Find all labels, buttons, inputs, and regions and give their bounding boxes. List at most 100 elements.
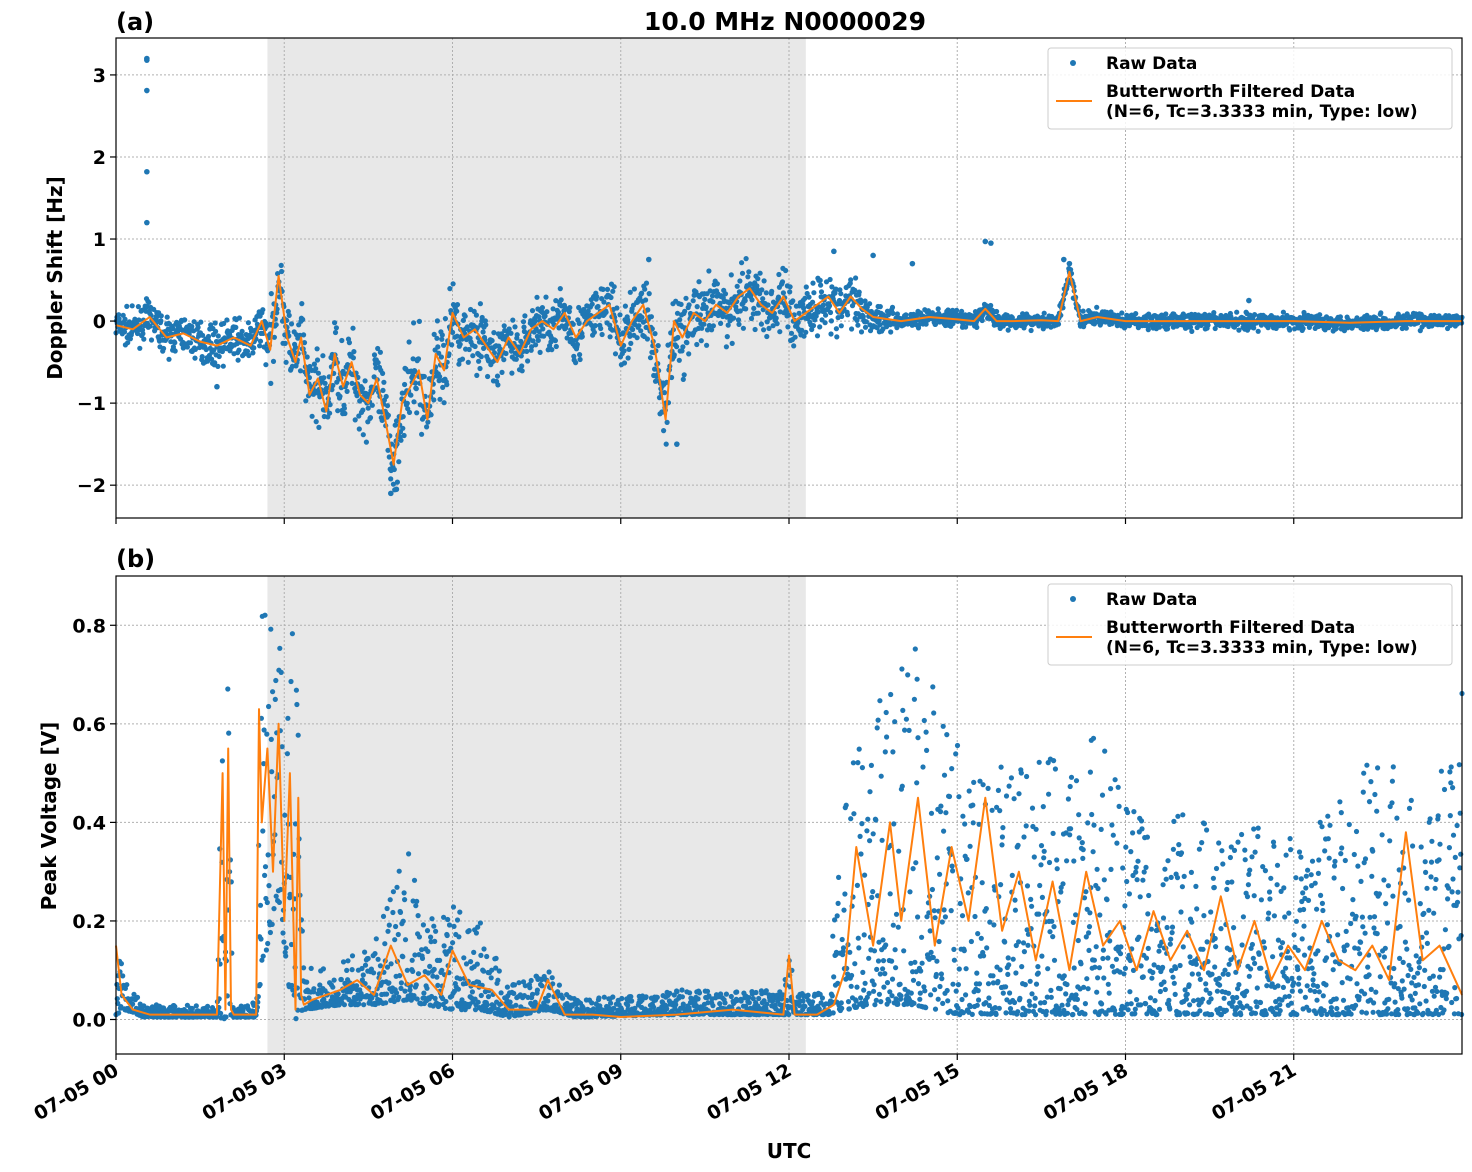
raw-data-point	[867, 838, 873, 844]
raw-data-point	[948, 908, 954, 914]
raw-data-point	[946, 793, 953, 800]
raw-data-point	[722, 1000, 728, 1006]
raw-data-point	[970, 820, 976, 826]
raw-data-point	[882, 971, 888, 977]
raw-data-point	[1004, 312, 1010, 318]
raw-data-point	[513, 1002, 519, 1008]
raw-data-point	[941, 907, 947, 913]
raw-data-point	[440, 384, 446, 390]
raw-data-point	[356, 1001, 362, 1007]
raw-data-point	[396, 868, 402, 874]
raw-data-point	[158, 313, 164, 319]
raw-data-point	[285, 308, 291, 315]
raw-data-point	[322, 380, 328, 386]
raw-data-point	[354, 983, 360, 989]
raw-data-point	[257, 981, 263, 988]
raw-data-point	[407, 987, 413, 993]
raw-data-point	[124, 303, 130, 309]
raw-data-point	[532, 318, 538, 324]
raw-data-point	[223, 1014, 229, 1020]
raw-data-point	[929, 886, 936, 893]
raw-data-point	[610, 994, 616, 1000]
raw-data-point	[386, 922, 392, 928]
raw-data-point	[761, 327, 767, 333]
raw-data-point	[932, 321, 939, 327]
raw-data-point	[852, 287, 858, 293]
raw-data-point	[146, 299, 152, 305]
raw-data-point	[174, 319, 180, 325]
raw-data-point	[681, 372, 687, 378]
raw-data-point	[288, 941, 295, 948]
raw-data-point	[212, 360, 218, 366]
raw-data-point	[863, 319, 870, 325]
raw-data-point	[529, 344, 535, 350]
raw-data-point	[859, 821, 865, 827]
raw-data-point	[449, 342, 455, 348]
raw-data-point	[286, 312, 292, 318]
raw-data-point	[827, 303, 833, 309]
raw-data-point	[354, 393, 360, 399]
raw-data-point	[135, 304, 141, 310]
raw-data-point	[661, 390, 668, 396]
raw-data-point	[608, 1000, 614, 1006]
raw-data-point	[384, 964, 391, 970]
raw-data-point	[777, 329, 783, 335]
raw-data-point	[273, 677, 279, 684]
raw-data-point	[129, 303, 135, 309]
raw-data-point	[956, 794, 962, 800]
raw-data-point	[876, 939, 882, 945]
raw-data-point	[131, 991, 137, 997]
raw-data-point	[914, 676, 920, 682]
raw-data-point	[906, 727, 912, 734]
raw-data-point	[428, 934, 434, 940]
raw-data-point	[674, 344, 680, 350]
raw-data-point	[878, 999, 884, 1005]
raw-data-point	[864, 994, 870, 1000]
raw-data-point	[382, 941, 388, 947]
raw-data-point	[465, 359, 471, 365]
raw-data-point	[549, 347, 555, 353]
raw-data-point	[144, 168, 150, 175]
raw-data-point	[917, 990, 923, 996]
raw-data-point	[537, 349, 543, 355]
raw-data-point	[645, 307, 651, 313]
raw-data-point	[764, 1001, 770, 1007]
raw-data-point	[831, 248, 837, 255]
raw-data-point	[315, 370, 321, 376]
raw-data-point	[338, 976, 344, 983]
raw-data-point	[415, 913, 421, 919]
raw-data-point	[971, 779, 977, 786]
raw-data-point	[282, 340, 288, 346]
raw-data-point	[416, 318, 422, 324]
panel-a-y-axis-label: Doppler Shift [Hz]	[43, 176, 67, 380]
raw-data-point	[391, 994, 397, 1000]
raw-data-point	[687, 990, 693, 996]
raw-data-point	[556, 982, 563, 988]
raw-data-point	[257, 338, 264, 344]
raw-data-point	[259, 957, 265, 963]
raw-data-point	[411, 320, 417, 326]
raw-data-point	[933, 971, 940, 978]
raw-data-point	[477, 365, 483, 372]
raw-data-point	[594, 294, 600, 300]
raw-data-point	[950, 868, 956, 874]
raw-data-point	[436, 350, 442, 356]
raw-data-point	[416, 934, 422, 940]
raw-data-point	[830, 933, 836, 939]
raw-data-point	[770, 323, 776, 329]
raw-data-point	[434, 335, 440, 341]
raw-data-point	[796, 310, 802, 316]
raw-data-point	[545, 998, 551, 1004]
raw-data-point	[833, 286, 839, 292]
raw-data-point	[428, 412, 434, 418]
raw-data-point	[988, 302, 994, 309]
raw-data-point	[519, 363, 525, 369]
raw-data-point	[299, 301, 305, 307]
raw-data-point	[817, 324, 823, 330]
raw-data-point	[788, 330, 795, 336]
raw-data-point	[690, 298, 696, 304]
raw-data-point	[717, 300, 723, 306]
raw-data-point	[457, 341, 463, 347]
raw-data-point	[950, 307, 956, 313]
